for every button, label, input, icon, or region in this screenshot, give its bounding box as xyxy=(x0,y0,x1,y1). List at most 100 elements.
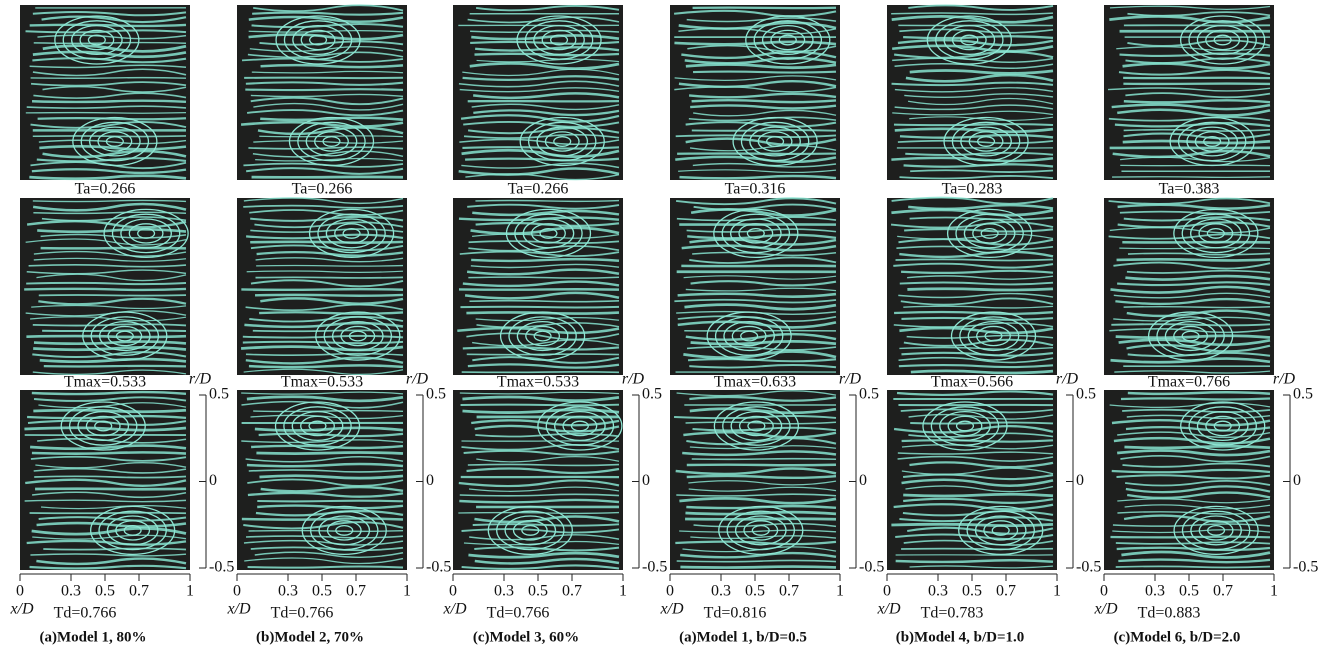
streak xyxy=(901,549,1053,550)
streak xyxy=(1116,566,1270,567)
r-tick-label: -0.5 xyxy=(1076,559,1101,576)
x-tick-label: 0.7 xyxy=(129,583,149,600)
x-tick-label: 0 xyxy=(233,583,241,600)
r-axis-label: r/D xyxy=(1056,371,1079,388)
caption: (b)Model 2, 70% xyxy=(256,629,364,645)
ta-label: Ta=0.266 xyxy=(508,181,569,198)
x-axis-label: x/D xyxy=(442,601,467,618)
streak xyxy=(1124,307,1270,308)
tmax-label: Tmax=0.566 xyxy=(931,374,1013,391)
ta-label: Ta=0.283 xyxy=(942,181,1003,198)
streak xyxy=(687,465,836,466)
streak xyxy=(33,136,186,137)
streak xyxy=(468,464,619,465)
ta-label: Ta=0.266 xyxy=(75,181,136,198)
r-tick-label: 0.5 xyxy=(1076,386,1096,403)
r-axis-label: r/D xyxy=(1273,371,1296,388)
caption: (c)Model 3, 60% xyxy=(473,629,579,645)
x-axis-label: x/D xyxy=(876,601,901,618)
streak xyxy=(693,8,836,9)
streak xyxy=(248,566,403,567)
x-tick-label: 1 xyxy=(403,583,411,600)
streak xyxy=(256,453,403,454)
x-tick-label: 0.7 xyxy=(779,583,799,600)
r-tick-label: 0.5 xyxy=(1293,386,1313,403)
streak xyxy=(458,513,619,514)
r-tick-label: 0 xyxy=(209,472,217,489)
figure: Ta=0.266Tmax=0.533Td=0.766(a)Model 1, 80… xyxy=(0,0,1335,652)
x-tick-label: 0.5 xyxy=(962,583,982,600)
tmax-label: Tmax=0.533 xyxy=(281,374,363,391)
x-tick-label: 0 xyxy=(16,583,24,600)
x-tick-label: 0.7 xyxy=(562,583,582,600)
streak xyxy=(1128,392,1270,394)
r-axis-label: r/D xyxy=(189,371,212,388)
streak xyxy=(249,365,403,367)
streak xyxy=(460,307,619,308)
x-axis-label: x/D xyxy=(226,601,251,618)
streak xyxy=(32,101,186,102)
streak xyxy=(24,289,186,290)
r-tick-label: 0 xyxy=(1293,472,1301,489)
x-axis-label: x/D xyxy=(1093,601,1118,618)
streak xyxy=(1111,324,1270,325)
x-tick-label: 1 xyxy=(619,583,627,600)
ta-label: Ta=0.383 xyxy=(1159,181,1220,198)
td-label: Td=0.766 xyxy=(487,605,550,622)
tmax-label: Tmax=0.633 xyxy=(714,374,796,391)
td-label: Td=0.883 xyxy=(1138,605,1201,622)
x-tick-label: 0.3 xyxy=(61,583,81,600)
x-axis-label: x/D xyxy=(9,601,34,618)
streak xyxy=(1110,537,1270,538)
streak xyxy=(474,54,619,55)
td-label: Td=0.783 xyxy=(921,605,984,622)
streak xyxy=(469,301,619,302)
td-label: Td=0.766 xyxy=(54,605,117,622)
ta-label: Ta=0.316 xyxy=(725,181,786,198)
r-tick-label: -0.5 xyxy=(1293,559,1318,576)
x-tick-label: 0.5 xyxy=(1179,583,1199,600)
x-tick-label: 1 xyxy=(836,583,844,600)
streak xyxy=(44,366,186,367)
streak xyxy=(259,312,403,313)
r-tick-label: 0.5 xyxy=(859,386,879,403)
streak xyxy=(1121,398,1270,399)
x-tick-label: 1 xyxy=(186,583,194,600)
x-tick-label: 0 xyxy=(1100,583,1108,600)
streak xyxy=(692,459,836,460)
td-label: Td=0.816 xyxy=(704,605,767,622)
streak xyxy=(30,25,186,26)
streak xyxy=(250,242,403,243)
x-tick-label: 0 xyxy=(883,583,891,600)
x-tick-label: 0.5 xyxy=(528,583,548,600)
streak xyxy=(256,266,403,267)
streak xyxy=(245,89,403,90)
streak xyxy=(26,336,186,337)
r-tick-label: 0 xyxy=(859,472,867,489)
tmax-label: Tmax=0.533 xyxy=(64,374,146,391)
r-tick-label: -0.5 xyxy=(209,559,234,576)
r-tick-label: 0.5 xyxy=(642,386,662,403)
caption: (c)Model 6, b/D=2.0 xyxy=(1114,629,1241,645)
r-axis-label: r/D xyxy=(839,371,862,388)
streak xyxy=(896,259,1053,260)
streak xyxy=(32,452,186,453)
streak xyxy=(903,494,1053,496)
streak xyxy=(253,411,403,412)
x-tick-label: 0 xyxy=(449,583,457,600)
r-tick-label: 0.5 xyxy=(426,386,446,403)
x-tick-label: 1 xyxy=(1053,583,1061,600)
streak xyxy=(693,72,836,73)
r-tick-label: 0.5 xyxy=(209,386,229,403)
streak xyxy=(34,43,186,44)
streak xyxy=(685,519,836,520)
x-tick-label: 0.3 xyxy=(928,583,948,600)
x-tick-label: 0 xyxy=(666,583,674,600)
x-tick-label: 0.7 xyxy=(996,583,1016,600)
caption: (b)Model 4, b/D=1.0 xyxy=(896,629,1025,645)
streak xyxy=(39,295,186,296)
streak xyxy=(257,501,403,502)
x-tick-label: 1 xyxy=(1270,583,1278,600)
r-tick-label: 0 xyxy=(1076,472,1084,489)
x-axis-label: x/D xyxy=(659,601,684,618)
